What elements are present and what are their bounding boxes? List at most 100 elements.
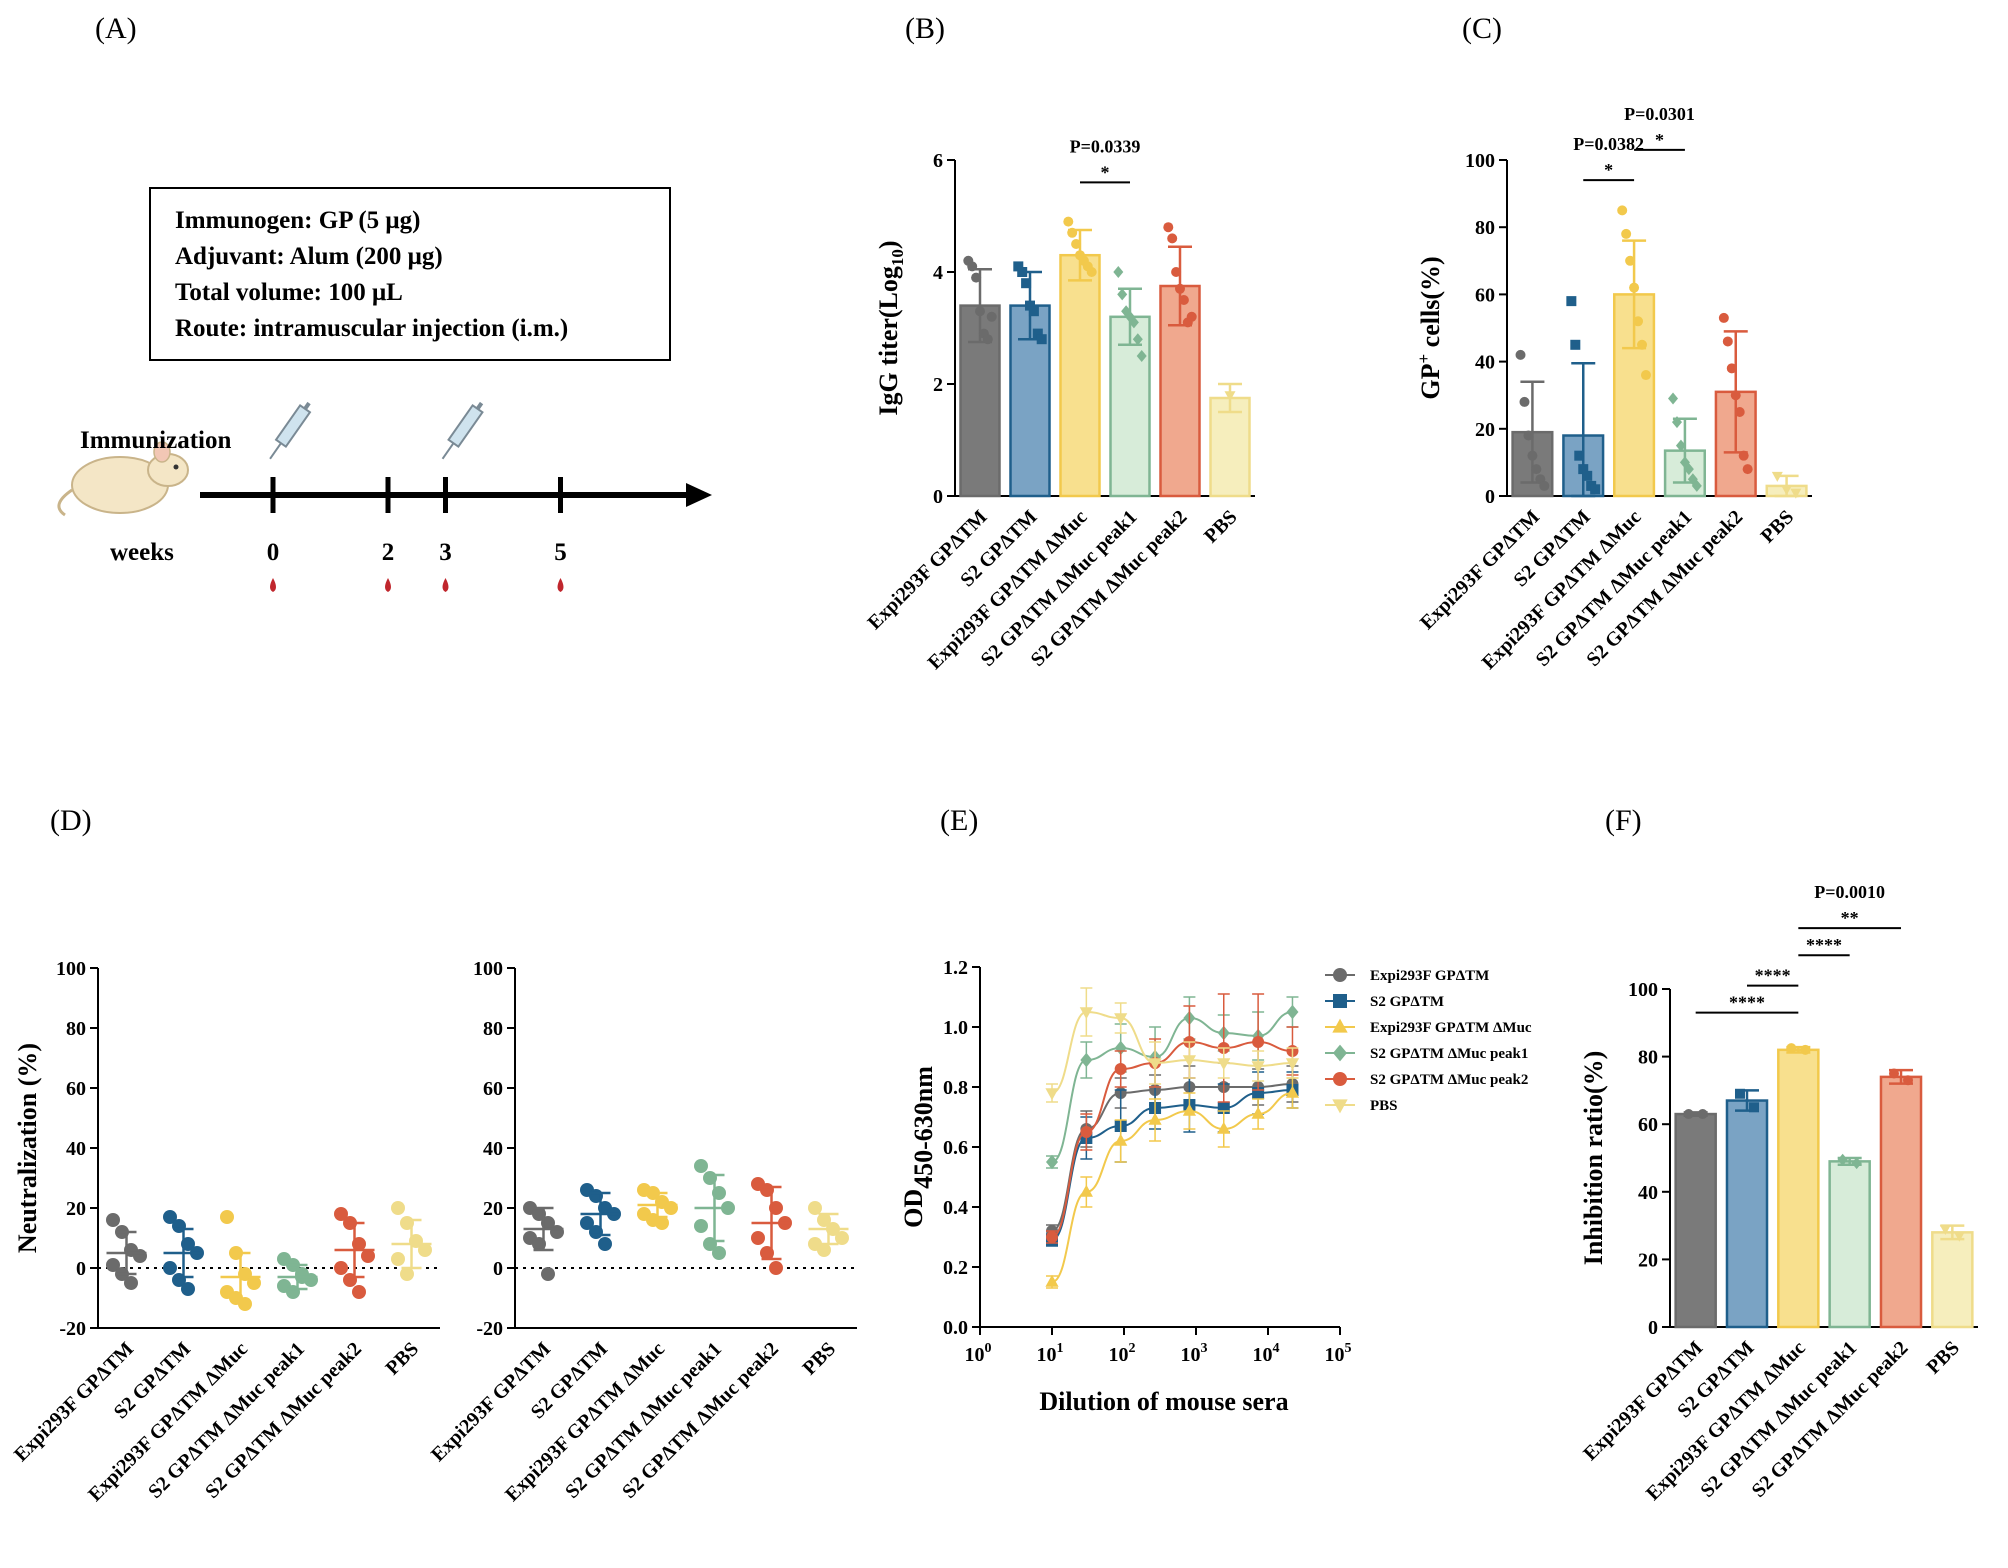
y-tick-label: 80	[1475, 217, 1495, 239]
data-point-s2-gp-tm-muc-peak2	[1742, 464, 1753, 475]
bar-expi293f-gp-tm	[1674, 1112, 1717, 1329]
data-point-expi293f-gp-tm	[986, 311, 997, 322]
data-point-pbs	[391, 1201, 405, 1215]
data-point-s2-gp-tm-muc-peak2	[1718, 312, 1729, 323]
data-point-expi293f-gp-tm-muc	[655, 1216, 669, 1230]
p-value-label: P=0.0339	[1070, 136, 1141, 156]
significance-stars: ****	[1755, 966, 1791, 986]
data-point	[1217, 1058, 1231, 1071]
legend-item-expi293f-gp-tm-muc: Expi293F GPΔTM ΔMuc	[1325, 1018, 1532, 1036]
data-point-expi293f-gp-tm-muc	[1629, 282, 1640, 293]
y-tick-label: 0.4	[943, 1197, 968, 1219]
y-tick-label: 2	[933, 374, 943, 396]
category-label-pbs: PBS	[799, 1338, 840, 1379]
category-label-pbs: PBS	[1922, 1337, 1963, 1378]
y-tick-label: 0	[933, 486, 943, 508]
y-tick-label: 0	[493, 1258, 503, 1280]
data-point-expi293f-gp-tm-muc	[1625, 255, 1636, 266]
weeks-label: weeks	[110, 539, 174, 566]
legend-label: S2 GPΔTM ΔMuc peak2	[1370, 1072, 1528, 1088]
timeline-arrowhead	[686, 483, 712, 507]
data-point-s2-gp-tm	[1570, 339, 1581, 350]
data-point-expi293f-gp-tm	[541, 1267, 555, 1281]
data-point-s2-gp-tm-muc-peak2	[1171, 267, 1182, 277]
data-point-expi293f-gp-tm	[982, 334, 993, 345]
x-tick-label: 103	[1181, 1341, 1208, 1366]
y-axis-title: GP+ cells(%)	[1414, 256, 1445, 399]
data-point-s2-gp-tm-muc-peak2	[334, 1207, 348, 1221]
y-tick-label: 0.0	[943, 1317, 968, 1339]
significance-0: * P=0.0382	[1573, 134, 1644, 182]
bar-pbs	[1209, 396, 1251, 498]
data-point	[1079, 1007, 1093, 1020]
data-point	[1079, 1184, 1093, 1197]
data-point-pbs	[1224, 391, 1236, 402]
significance-2: ****	[1798, 935, 1850, 957]
y-tick-label: 100	[473, 958, 503, 980]
data-point-s2-gp-tm-muc-peak1	[1128, 316, 1139, 329]
data-point-expi293f-gp-tm	[550, 1225, 564, 1239]
data-point	[1251, 1106, 1265, 1119]
immunization-label: Immunization	[80, 427, 232, 454]
blood-drop-icon	[442, 578, 449, 592]
y-tick-label: 60	[483, 1078, 503, 1100]
data-point-pbs	[1771, 471, 1783, 482]
legend-label: S2 GPΔTM ΔMuc peak1	[1370, 1046, 1528, 1062]
data-point-s2-gp-tm-muc-peak1	[712, 1246, 726, 1260]
legend-item-s2-gp-tm-muc-peak2: S2 GPΔTM ΔMuc peak2	[1325, 1072, 1528, 1088]
panel-label-b: (B)	[905, 12, 945, 45]
y-tick-label: 20	[66, 1198, 86, 1220]
mean-sd-s2-gp-tm-muc-peak1	[694, 1173, 735, 1243]
data-point-s2-gp-tm-muc-peak2	[1730, 390, 1741, 401]
data-point	[1148, 1058, 1162, 1071]
y-tick-label: 40	[1638, 1182, 1658, 1204]
data-point-s2-gp-tm	[163, 1210, 177, 1224]
y-tick-label: 0	[76, 1258, 86, 1280]
blood-drop-icon	[270, 578, 276, 592]
data-point-s2-gp-tm	[1017, 267, 1028, 277]
mean-sd-s2-gp-tm-muc-peak2	[751, 1185, 792, 1261]
y-tick-label: 100	[1465, 150, 1495, 172]
significance-stars: *	[1655, 130, 1664, 150]
legend-label: PBS	[1370, 1098, 1398, 1114]
data-point-expi293f-gp-tm	[1515, 349, 1526, 360]
data-point-s2-gp-tm-muc-peak2	[1734, 407, 1745, 417]
mean-sd-s2-gp-tm	[163, 1227, 204, 1279]
data-point-expi293f-gp-tm-muc	[1617, 205, 1628, 216]
data-point-s2-gp-tm	[1590, 484, 1601, 495]
y-tick-label: 20	[483, 1198, 503, 1220]
data-point-s2-gp-tm-muc-peak2	[1186, 311, 1197, 322]
y-tick-label: 60	[1638, 1114, 1658, 1136]
data-point	[1114, 1013, 1128, 1026]
legend-marker	[1333, 994, 1347, 1008]
x-tick-label: 100	[965, 1341, 992, 1366]
mean-sd-s2-gp-tm-muc-peak2	[334, 1221, 375, 1279]
data-point-s2-gp-tm-muc-peak2	[769, 1261, 783, 1275]
data-point-pbs	[418, 1243, 432, 1257]
mean-sd-expi293f-gp-tm-muc	[637, 1191, 678, 1219]
data-point-s2-gp-tm-muc-peak1	[1683, 463, 1694, 476]
data-point	[1286, 1004, 1299, 1020]
significance-stars: ****	[1729, 993, 1765, 1013]
panel-label-c: (C)	[1462, 12, 1502, 45]
blood-drop-icon	[557, 578, 564, 592]
data-point-expi293f-gp-tm-muc	[220, 1210, 234, 1224]
data-point-s2-gp-tm-muc-peak2	[1903, 1075, 1914, 1086]
protocol-line-1: Adjuvant: Alum (200 μg)	[175, 243, 443, 270]
data-point	[1182, 1055, 1197, 1068]
legend-item-s2-gp-tm: S2 GPΔTM	[1325, 994, 1444, 1010]
data-point-s2-gp-tm	[1021, 278, 1032, 289]
data-point-s2-gp-tm-muc-peak1	[1113, 266, 1124, 278]
mean-sd-expi293f-gp-tm	[106, 1230, 147, 1276]
data-point-s2-gp-tm	[580, 1216, 594, 1230]
mean-sd-pbs	[391, 1218, 432, 1270]
week-label: 3	[439, 539, 452, 566]
data-point-expi293f-gp-tm	[106, 1258, 120, 1272]
x-axis-title: Dilution of mouse sera	[1039, 1387, 1288, 1416]
data-point-expi293f-gp-tm	[971, 272, 982, 283]
data-point	[1182, 1103, 1197, 1116]
data-point-expi293f-gp-tm-muc	[1071, 239, 1082, 249]
y-axis-title: Neutralization (%)	[13, 1043, 42, 1253]
significance-stars: *	[1604, 160, 1613, 180]
y-tick-label: 100	[56, 958, 86, 980]
